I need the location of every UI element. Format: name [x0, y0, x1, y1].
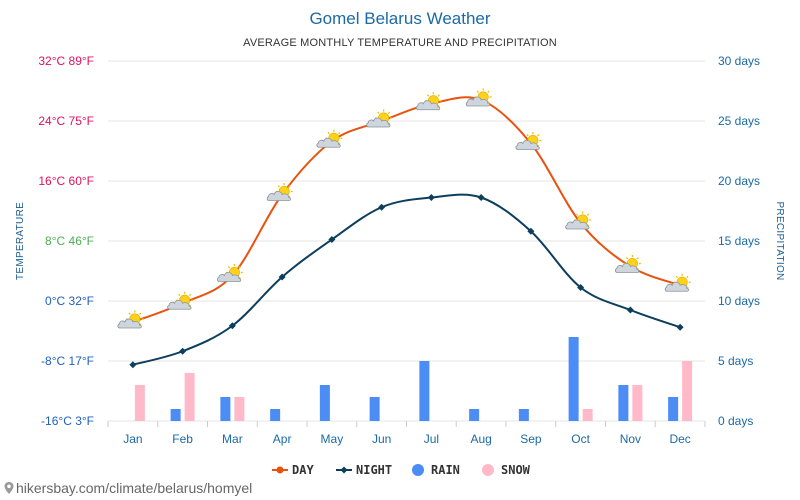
sun-cloud-icon	[167, 291, 194, 310]
left-tick-label: -16°C 3°F	[41, 414, 94, 428]
sun-cloud-icon	[266, 183, 293, 201]
x-tick-label: Aug	[470, 432, 491, 446]
night-point	[378, 203, 386, 211]
precipitation-bars	[134, 337, 693, 421]
rain-bar	[668, 397, 679, 421]
x-axis-ticks: Jan Feb Mar Apr May Jun Jul Aug Sep Oct Nov Dec	[107, 421, 706, 446]
x-tick-label: Sep	[520, 432, 542, 446]
rain-bar	[419, 361, 430, 421]
snow-bar	[184, 373, 195, 421]
location-pin-icon	[4, 482, 14, 494]
sun-cloud-icon	[615, 255, 641, 273]
sun-cloud-icon	[117, 310, 144, 329]
chart-subtitle: AVERAGE MONTHLY TEMPERATURE AND PRECIPIT…	[243, 37, 557, 49]
sun-cloud-icon	[316, 129, 343, 148]
sun-cloud-icon	[515, 132, 542, 150]
right-tick-label: 15 days	[718, 234, 760, 248]
weather-icons	[117, 88, 691, 329]
left-tick-label: 16°C 60°F	[38, 174, 94, 188]
x-tick-label: Mar	[222, 432, 243, 446]
right-tick-label: 0 days	[718, 414, 753, 428]
x-tick-label: Apr	[273, 432, 292, 446]
rain-bar	[270, 409, 281, 421]
day-line	[132, 96, 681, 323]
legend-day-marker	[276, 466, 284, 474]
right-axis-title: PRECIPITATION	[774, 201, 785, 280]
rain-bar	[369, 397, 380, 421]
night-point	[626, 306, 634, 314]
right-tick-label: 10 days	[718, 294, 760, 308]
left-axis-title: TEMPERATURE	[15, 202, 26, 280]
sun-cloud-icon	[465, 88, 492, 107]
legend-rain-label: RAIN	[431, 463, 460, 477]
temperature-markers	[129, 194, 684, 369]
x-tick-label: Dec	[669, 432, 690, 446]
right-tick-label: 30 days	[718, 54, 760, 68]
night-point	[676, 323, 684, 331]
grid-lines	[108, 60, 705, 422]
snow-bar	[682, 361, 693, 421]
left-tick-label: 24°C 75°F	[38, 114, 94, 128]
chart-title: Gomel Belarus Weather	[309, 9, 490, 28]
legend-night-marker	[340, 466, 348, 474]
legend: DAY NIGHT RAIN SNOW	[272, 463, 531, 477]
source-link[interactable]: hikersbay.com/climate/belarus/homyel	[16, 480, 253, 496]
left-tick-label: 8°C 46°F	[45, 234, 94, 248]
x-tick-label: Feb	[172, 432, 193, 446]
x-tick-label: Jul	[424, 432, 439, 446]
night-point	[179, 347, 187, 355]
right-tick-label: 25 days	[718, 114, 760, 128]
right-tick-label: 20 days	[718, 174, 760, 188]
source-footer[interactable]: hikersbay.com/climate/belarus/homyel	[4, 480, 252, 496]
rain-bar	[170, 409, 181, 421]
rain-bar	[220, 397, 231, 421]
sun-cloud-icon	[366, 109, 393, 128]
legend-night-label: NIGHT	[356, 463, 392, 477]
night-point	[328, 236, 336, 243]
sun-cloud-icon	[664, 273, 691, 292]
snow-bar	[582, 409, 593, 421]
rain-bar	[518, 409, 529, 421]
x-tick-label: Nov	[620, 432, 641, 446]
night-point	[577, 284, 585, 291]
left-tick-label: -8°C 17°F	[41, 354, 94, 368]
legend-day-label: DAY	[292, 463, 314, 477]
left-tick-label: 32°C 89°F	[38, 54, 94, 68]
temperature-lines	[132, 96, 681, 366]
night-line	[132, 193, 681, 366]
rain-bar	[319, 385, 330, 421]
legend-snow-label: SNOW	[501, 463, 531, 477]
legend-snow-swatch	[482, 464, 494, 476]
night-point	[129, 361, 137, 369]
rain-bar	[618, 385, 629, 421]
night-point	[427, 194, 435, 201]
left-axis-ticks: 32°C 89°F 24°C 75°F 16°C 60°F 8°C 46°F 0°C 3…	[38, 54, 94, 428]
night-point	[527, 227, 535, 235]
sun-cloud-icon	[217, 264, 243, 282]
x-tick-label: Jan	[123, 432, 142, 446]
x-tick-label: Jun	[372, 432, 391, 446]
sun-cloud-icon	[565, 211, 592, 230]
snow-bar	[632, 385, 643, 421]
legend-rain-swatch	[412, 464, 424, 476]
sun-cloud-icon	[416, 92, 442, 111]
right-axis-ticks: 30 days 25 days 20 days 15 days 10 days 5 day…	[718, 54, 760, 428]
rain-bar	[568, 337, 579, 421]
snow-bar	[134, 385, 145, 421]
rain-bar	[469, 409, 480, 421]
x-tick-label: May	[321, 432, 344, 446]
night-point	[228, 322, 236, 330]
x-tick-label: Oct	[571, 432, 590, 446]
snow-bar	[234, 397, 245, 421]
right-tick-label: 5 days	[718, 354, 753, 368]
night-point	[477, 194, 485, 201]
left-tick-label: 0°C 32°F	[45, 294, 94, 308]
night-point	[278, 273, 286, 281]
